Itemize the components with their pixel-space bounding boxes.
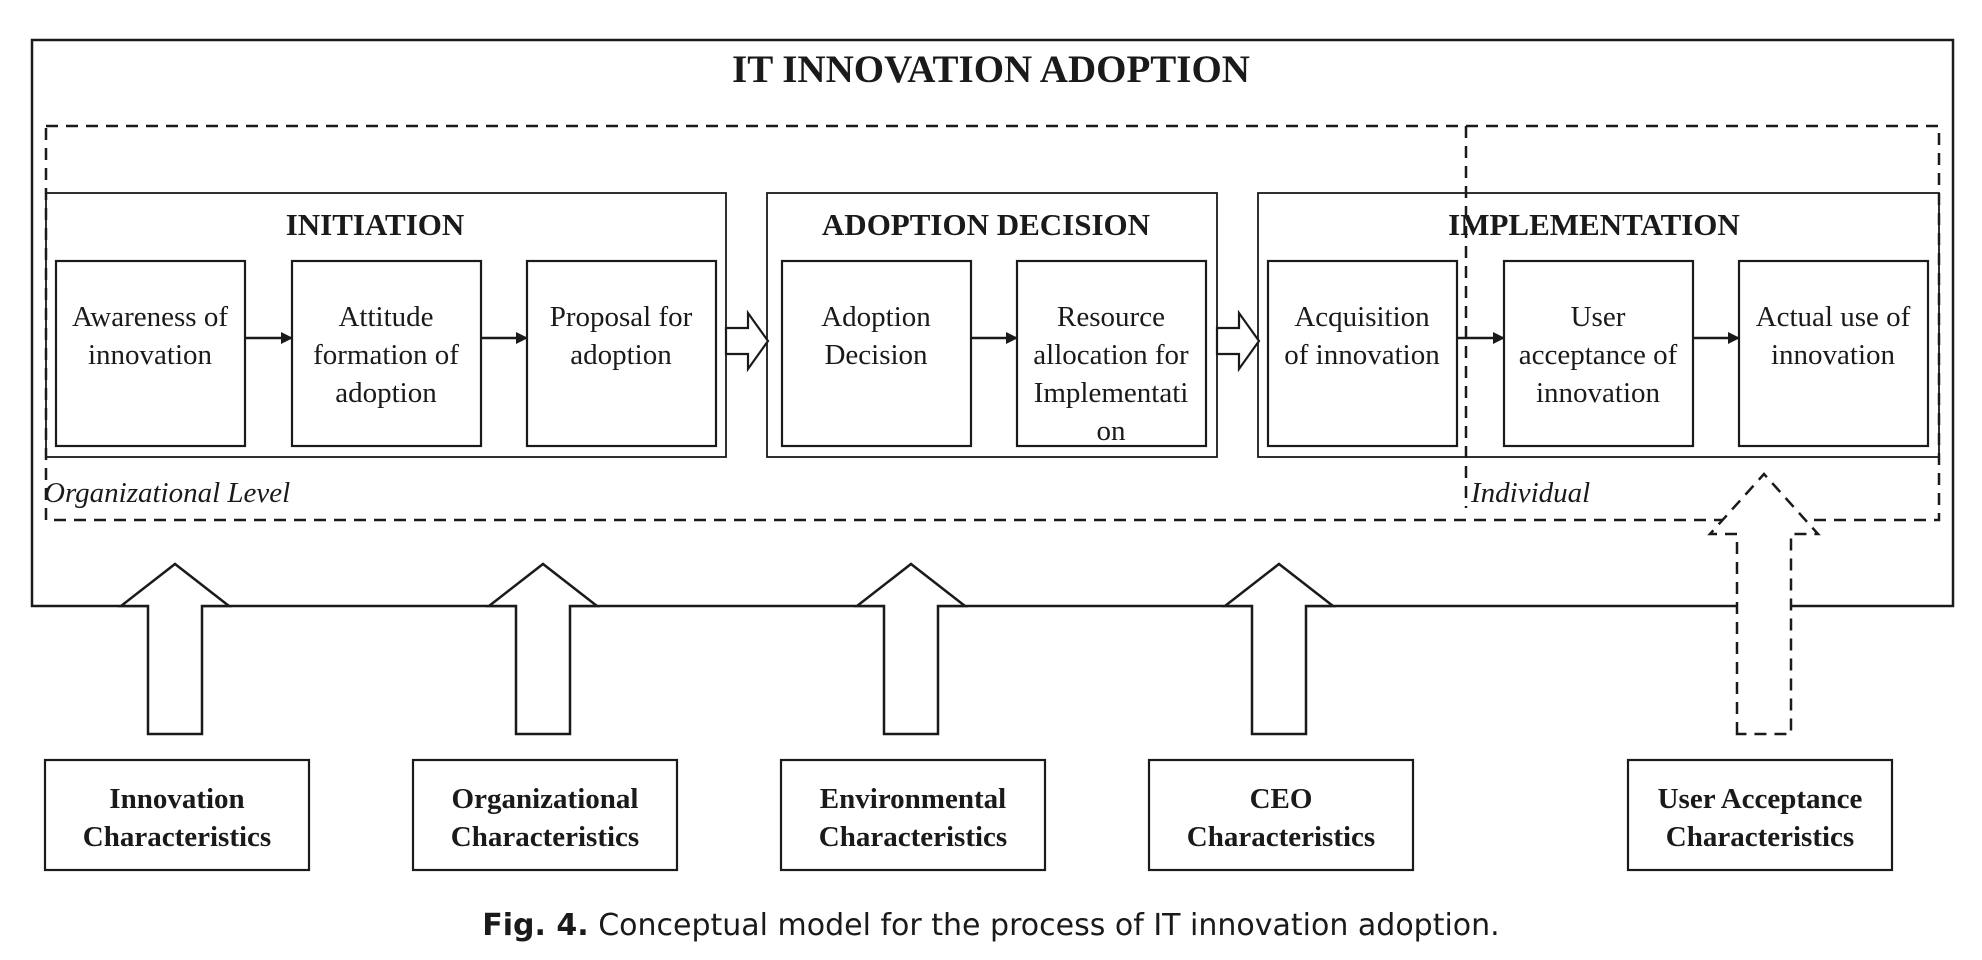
step-line: Decision [824, 339, 928, 371]
factor-box-user-acceptance: User Acceptance Characteristics [1626, 758, 1894, 872]
figure-caption: Fig. 4. Conceptual model for the process… [0, 908, 1982, 943]
stage-title-implementation: IMPLEMENTATION [1448, 207, 1740, 242]
up-arrow-user-acceptance-dashed [1707, 472, 1821, 736]
up-arrow-environmental [853, 562, 969, 736]
stage-frame-implementation [1257, 192, 1940, 458]
factor-line: User Acceptance [1658, 783, 1863, 815]
step-line: Proposal for [550, 301, 693, 333]
figure-caption-text: Conceptual model for the process of IT i… [598, 908, 1500, 943]
factor-line: Innovation [109, 783, 244, 815]
stage-title-adoption-decision: ADOPTION DECISION [822, 207, 1150, 242]
step-line: allocation for [1033, 339, 1189, 371]
step-box-awareness: Awareness of innovation [54, 259, 247, 448]
factor-line: Organizational [452, 783, 639, 815]
step-box-actual-use: Actual use of innovation [1737, 259, 1930, 448]
figure-caption-label: Fig. 4. [482, 908, 589, 943]
up-arrow-innovation [117, 562, 233, 736]
step-line: innovation [1771, 339, 1896, 371]
stage-arrow-initiation-to-decision [724, 309, 770, 373]
factor-line: Characteristics [819, 821, 1007, 853]
factor-line: Characteristics [1187, 821, 1375, 853]
factor-line: Characteristics [83, 821, 271, 853]
factor-box-innovation: Innovation Characteristics [43, 758, 311, 872]
factor-box-organizational: Organizational Characteristics [411, 758, 679, 872]
diagram-title: IT INNOVATION ADOPTION [732, 48, 1250, 91]
step-line: adoption [570, 339, 672, 371]
factor-box-ceo: CEO Characteristics [1147, 758, 1415, 872]
step-line: Implementati [1034, 377, 1189, 409]
factor-line: Characteristics [1666, 821, 1854, 853]
factor-box-environmental: Environmental Characteristics [779, 758, 1047, 872]
stage-arrow-decision-to-implementation [1215, 309, 1261, 373]
step-line: Attitude [338, 301, 433, 333]
organizational-level-label: Organizational Level [44, 477, 290, 509]
step-box-attitude-formation: Attitude formation of adoption [290, 259, 483, 448]
step-line: Adoption [821, 301, 931, 333]
step-line: Awareness of [72, 301, 228, 333]
stage-title-initiation: INITIATION [286, 207, 465, 242]
step-line: Actual use of [1756, 301, 1911, 333]
step-box-proposal: Proposal for adoption [525, 259, 718, 448]
up-arrow-organizational [485, 562, 601, 736]
stage-frame-adoption-decision [766, 192, 1218, 458]
factor-line: CEO [1250, 783, 1313, 815]
step-line: User [1571, 301, 1626, 333]
step-line: formation of [313, 339, 459, 371]
up-arrow-ceo [1221, 562, 1337, 736]
step-box-user-acceptance: User acceptance of innovation [1502, 259, 1695, 448]
step-line: on [1097, 415, 1127, 447]
outer-frame [30, 38, 1955, 608]
step-line: innovation [88, 339, 213, 371]
factor-line: Characteristics [451, 821, 639, 853]
factor-line: Environmental [820, 783, 1006, 815]
step-line: of innovation [1284, 339, 1440, 371]
step-line: adoption [335, 377, 437, 409]
individual-level-label: Individual [1470, 477, 1590, 509]
step-box-acquisition: Acquisition of innovation [1266, 259, 1459, 448]
step-line: Resource [1057, 301, 1165, 333]
stage-frame-initiation [45, 192, 727, 458]
step-box-adoption-decision: Adoption Decision [780, 259, 973, 448]
step-box-resource-allocation: Resource allocation for Implementati on [1015, 259, 1208, 448]
step-line: Acquisition [1294, 301, 1430, 333]
step-line: innovation [1536, 377, 1661, 409]
step-line: acceptance of [1519, 339, 1678, 371]
